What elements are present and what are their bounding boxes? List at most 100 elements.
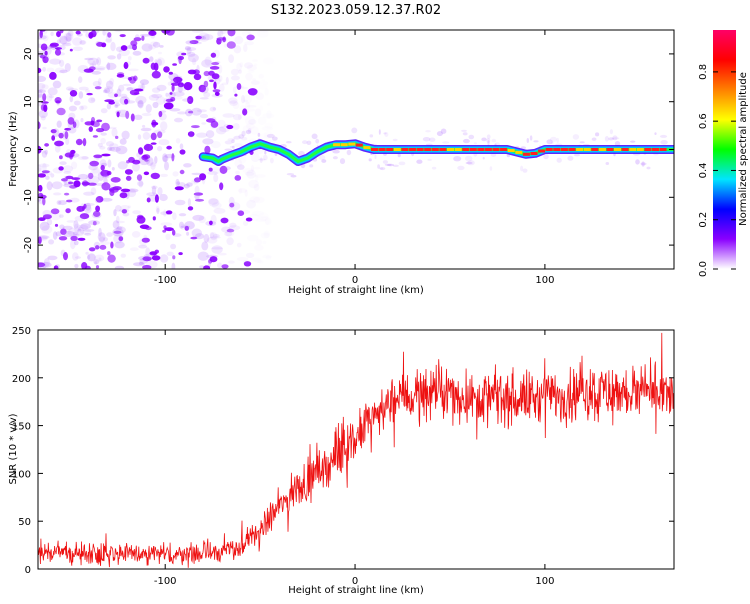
- noise-blob: [64, 127, 72, 131]
- noise-blob: [230, 68, 239, 76]
- noise-blob: [182, 98, 192, 102]
- noise-blob: [77, 65, 89, 73]
- noise-blob: [151, 121, 159, 126]
- noise-blob: [550, 136, 557, 142]
- noise-blob: [143, 143, 154, 152]
- noise-blob: [184, 46, 191, 51]
- noise-blob: [179, 149, 186, 155]
- noise-blob: [38, 94, 46, 98]
- noise-blob: [384, 132, 389, 137]
- noise-blob: [90, 168, 100, 174]
- noise-blob: [186, 47, 192, 55]
- noise-blob: [461, 129, 467, 132]
- noise-blob: [163, 102, 174, 110]
- noise-blob: [97, 142, 103, 148]
- noise-blob: [155, 96, 166, 105]
- noise-blob: [94, 197, 101, 204]
- x-tick-label: 0: [352, 275, 358, 286]
- noise-blob: [383, 132, 387, 135]
- y-tick-label: 200: [12, 374, 31, 385]
- noise-blob: [66, 199, 73, 203]
- noise-blob: [151, 255, 161, 261]
- noise-blob: [122, 83, 132, 87]
- noise-blob: [156, 57, 165, 66]
- ridge-peak: [431, 148, 439, 151]
- noise-blob: [191, 172, 202, 176]
- noise-blob: [258, 117, 267, 125]
- noise-blob: [246, 105, 257, 108]
- noise-blob: [132, 50, 142, 56]
- noise-blob: [73, 100, 81, 106]
- noise-blob: [100, 164, 105, 171]
- noise-blob: [121, 76, 132, 79]
- noise-blob: [221, 82, 229, 86]
- noise-blob: [654, 132, 657, 136]
- noise-blob: [67, 117, 75, 125]
- noise-blob: [173, 96, 183, 100]
- noise-blob: [309, 164, 314, 168]
- noise-blob: [57, 45, 66, 51]
- noise-blob: [608, 137, 614, 141]
- noise-blob: [148, 194, 159, 202]
- noise-blob: [48, 239, 55, 245]
- ridge-peak: [401, 148, 409, 151]
- noise-blob: [229, 145, 235, 148]
- colorbar-tick-label: 0.6: [698, 113, 709, 129]
- noise-blob: [229, 202, 235, 208]
- noise-blob: [38, 167, 42, 172]
- noise-blob: [185, 108, 193, 117]
- noise-blob: [118, 48, 130, 57]
- noise-blob: [187, 96, 194, 104]
- noise-blob: [77, 228, 82, 232]
- noise-blob: [55, 231, 62, 237]
- noise-blob: [44, 50, 48, 56]
- noise-blob: [183, 82, 193, 91]
- noise-blob: [224, 166, 231, 171]
- noise-blob: [178, 213, 187, 217]
- noise-blob: [67, 228, 79, 237]
- noise-blob: [54, 140, 64, 147]
- noise-blob: [159, 45, 164, 48]
- noise-blob: [138, 147, 144, 155]
- noise-blob: [158, 51, 162, 55]
- noise-blob: [262, 126, 274, 130]
- noise-blob: [59, 69, 68, 74]
- noise-blob: [73, 223, 81, 232]
- noise-blob: [463, 138, 470, 144]
- noise-blob: [234, 143, 243, 148]
- noise-blob: [526, 138, 529, 143]
- noise-blob: [79, 40, 87, 45]
- noise-blob: [165, 210, 173, 215]
- noise-blob: [109, 78, 115, 85]
- noise-blob: [98, 227, 102, 237]
- noise-blob: [245, 101, 251, 110]
- noise-blob: [151, 70, 161, 79]
- noise-blob: [192, 30, 204, 33]
- noise-blob: [264, 150, 267, 155]
- noise-blob: [126, 87, 134, 92]
- noise-blob: [120, 93, 128, 99]
- noise-blob: [63, 230, 75, 238]
- noise-blob: [72, 46, 84, 52]
- noise-blob: [42, 209, 52, 217]
- noise-blob: [246, 34, 255, 41]
- noise-blob: [212, 89, 221, 93]
- noise-blob: [290, 174, 297, 178]
- ridge-peak: [522, 152, 530, 156]
- noise-blob: [84, 232, 92, 236]
- noise-blob: [150, 172, 160, 180]
- noise-blob: [105, 35, 113, 44]
- noise-blob: [224, 148, 233, 151]
- noise-blob: [184, 221, 195, 230]
- noise-blob: [321, 159, 327, 163]
- noise-blob: [247, 235, 259, 242]
- noise-blob: [82, 138, 87, 147]
- noise-blob: [473, 142, 477, 145]
- noise-blob: [209, 66, 220, 70]
- noise-blob: [143, 234, 148, 243]
- noise-blob: [65, 86, 74, 91]
- noise-blob: [263, 81, 269, 85]
- noise-blob: [260, 105, 264, 111]
- noise-blob: [94, 254, 105, 262]
